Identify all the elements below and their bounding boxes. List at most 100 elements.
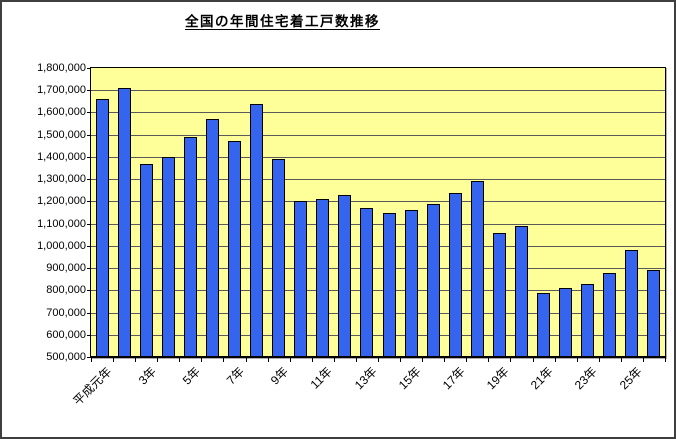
y-axis-tick <box>87 312 91 314</box>
gridline <box>91 290 665 292</box>
x-axis-tick <box>444 358 446 362</box>
x-axis-tick <box>91 358 92 362</box>
x-axis-tick <box>642 358 644 362</box>
gridline <box>91 201 665 203</box>
y-axis-tick <box>87 179 91 181</box>
x-axis-tick <box>223 358 225 362</box>
bar <box>117 88 131 357</box>
x-axis-tick <box>289 358 291 362</box>
gridline <box>91 223 665 225</box>
bar <box>625 250 639 357</box>
y-axis-tick <box>87 334 91 336</box>
gridline <box>91 334 665 336</box>
gridline <box>91 156 665 158</box>
y-axis-label: 1,500,000 <box>37 128 86 141</box>
y-axis-tick <box>87 68 91 69</box>
bar <box>537 292 551 357</box>
x-axis-label: 17年 <box>439 364 468 393</box>
bar <box>338 194 352 357</box>
x-axis-label: 21年 <box>528 364 556 393</box>
x-axis-tick <box>576 358 578 362</box>
bar <box>228 141 241 357</box>
y-axis-tick <box>87 201 91 203</box>
y-axis-tick <box>87 90 91 92</box>
y-axis-label: 1,100,000 <box>37 217 86 230</box>
x-axis-label: 平成元年 <box>70 364 115 409</box>
x-axis-label: 25年 <box>616 364 645 393</box>
bar <box>360 208 374 357</box>
x-axis-tick <box>378 358 379 362</box>
bar <box>294 201 308 357</box>
gridline <box>91 268 665 270</box>
x-axis-tick <box>179 358 181 362</box>
y-axis-label: 1,200,000 <box>37 195 86 208</box>
x-axis-tick <box>532 358 534 362</box>
x-axis-tick <box>598 358 600 362</box>
x-axis-tick <box>620 358 622 362</box>
x-axis-line <box>90 356 666 358</box>
bar <box>250 103 264 357</box>
gridline <box>91 134 665 136</box>
y-axis-tick <box>87 268 91 270</box>
x-axis-tick <box>510 358 512 362</box>
gridline <box>91 312 665 314</box>
bar <box>603 272 617 357</box>
bar <box>448 192 462 357</box>
x-axis-tick <box>400 358 402 362</box>
y-axis-label: 1,800,000 <box>37 62 86 74</box>
plot-area <box>91 68 665 357</box>
x-axis-label: 15年 <box>395 364 424 393</box>
bar <box>205 119 219 357</box>
x-axis-label: 5年 <box>179 364 203 388</box>
y-axis-label: 1,000,000 <box>37 239 86 252</box>
y-axis-tick <box>87 134 91 136</box>
y-axis-tick <box>87 223 91 225</box>
x-axis-label: 7年 <box>223 364 247 388</box>
x-axis-label: 13年 <box>351 364 380 393</box>
gridline <box>91 112 665 114</box>
x-axis-tick <box>135 358 137 362</box>
x-axis-tick <box>488 358 490 362</box>
x-axis-tick <box>267 358 269 362</box>
x-axis-tick <box>333 358 335 362</box>
bar <box>95 99 109 357</box>
y-axis-label: 500,000 <box>46 351 86 363</box>
bar <box>426 203 440 357</box>
x-axis-tick <box>245 358 247 362</box>
x-axis-label: 9年 <box>267 364 291 388</box>
bar <box>404 210 418 357</box>
y-axis-label: 1,400,000 <box>37 150 86 163</box>
x-axis-label: 23年 <box>572 364 601 393</box>
x-axis-tick <box>422 358 424 362</box>
y-axis-label: 1,300,000 <box>37 173 86 186</box>
y-axis-tick <box>87 245 91 247</box>
x-axis-label: 19年 <box>483 364 512 393</box>
gridline <box>91 179 665 181</box>
y-axis-tick <box>87 112 91 114</box>
x-axis-tick <box>157 358 159 362</box>
x-axis-tick <box>466 358 468 362</box>
y-axis-label: 700,000 <box>46 306 86 319</box>
bar <box>382 212 396 357</box>
bar <box>161 156 175 357</box>
y-axis-tick <box>87 357 91 358</box>
x-axis-label: 3年 <box>135 364 159 388</box>
bar <box>492 232 506 357</box>
bar <box>272 159 286 357</box>
x-axis-tick <box>355 358 357 362</box>
y-axis-label: 900,000 <box>46 262 86 275</box>
gridline <box>91 245 665 247</box>
bar <box>316 199 330 357</box>
bar <box>139 163 153 357</box>
x-axis-tick <box>665 358 666 362</box>
bar <box>515 225 528 357</box>
gridline <box>91 90 665 92</box>
y-axis-label: 600,000 <box>46 328 86 341</box>
y-axis-label: 800,000 <box>46 284 86 297</box>
x-axis-tick <box>554 358 556 362</box>
x-axis-tick <box>311 358 313 362</box>
bar <box>581 283 595 357</box>
x-axis-tick <box>113 358 115 362</box>
bar <box>559 288 573 357</box>
